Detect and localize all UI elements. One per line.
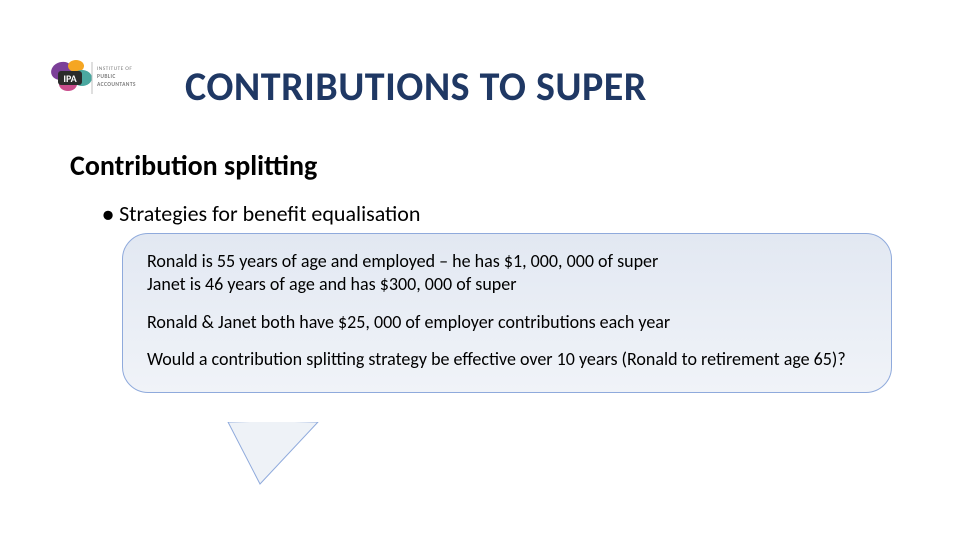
callout-para-2: Ronald & Janet both have $25, 000 of emp… — [147, 311, 867, 334]
callout-para-3: Would a contribution splitting strategy … — [147, 348, 867, 371]
logo-badge-text: IPA — [63, 72, 77, 85]
callout-para-1: Ronald is 55 years of age and employed –… — [147, 250, 867, 297]
page-title: CONTRIBUTIONS TO SUPER — [185, 62, 647, 111]
bullet-text: Strategies for benefit equalisation — [119, 200, 420, 227]
callout-line: Janet is 46 years of age and has $300, 0… — [147, 273, 516, 295]
logo-line2: PUBLIC — [97, 74, 116, 80]
callout-container: Ronald is 55 years of age and employed –… — [122, 233, 892, 393]
logo-line1: INSTITUTE OF — [97, 66, 132, 72]
bullet-item: ● Strategies for benefit equalisation — [102, 200, 420, 227]
ipa-logo: IPA INSTITUTE OF PUBLIC ACCOUNTANTS — [50, 58, 140, 113]
section-heading: Contribution splitting — [70, 148, 317, 183]
slide: IPA INSTITUTE OF PUBLIC ACCOUNTANTS CONT… — [0, 0, 960, 540]
callout-box: Ronald is 55 years of age and employed –… — [122, 233, 892, 393]
logo-line3: ACCOUNTANTS — [97, 82, 136, 88]
bullet-icon: ● — [102, 203, 114, 227]
callout-line: Ronald is 55 years of age and employed –… — [147, 250, 658, 272]
